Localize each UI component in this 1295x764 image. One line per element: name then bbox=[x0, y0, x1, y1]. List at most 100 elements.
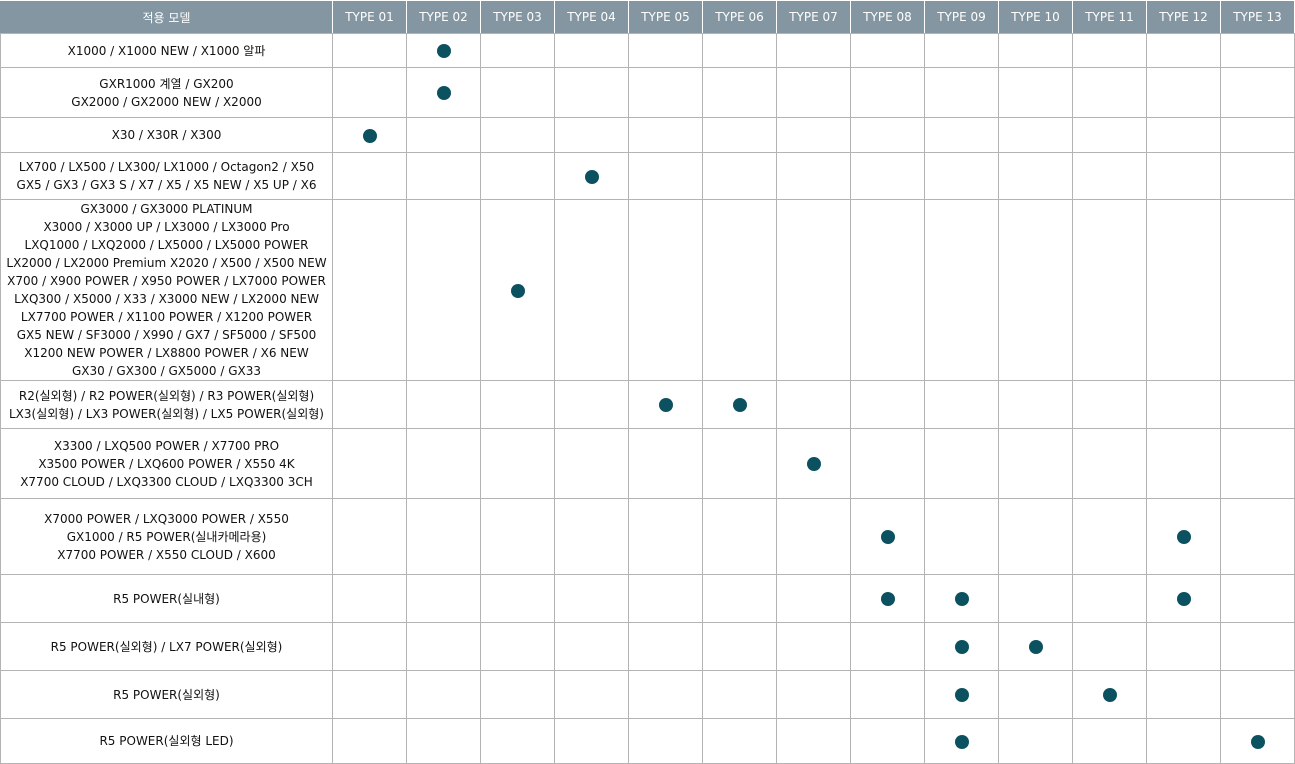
type-cell bbox=[1220, 498, 1295, 575]
type-cell bbox=[924, 622, 999, 671]
model-name-line: X30 / X30R / X300 bbox=[111, 128, 222, 142]
type-cell bbox=[480, 117, 555, 153]
compatible-dot-icon bbox=[584, 169, 599, 184]
type-cell bbox=[406, 33, 481, 68]
type-cell bbox=[628, 428, 703, 499]
type-cell bbox=[776, 67, 851, 118]
type-cell bbox=[554, 718, 629, 764]
type-cell bbox=[1146, 33, 1221, 68]
type-cell bbox=[776, 622, 851, 671]
type-cell bbox=[406, 380, 481, 429]
model-cell: R5 POWER(실외형) bbox=[0, 670, 333, 719]
type-column-header: TYPE 10 bbox=[998, 0, 1073, 34]
type-cell bbox=[554, 498, 629, 575]
type-cell bbox=[406, 574, 481, 623]
type-cell bbox=[702, 33, 777, 68]
type-cell bbox=[702, 670, 777, 719]
type-cell bbox=[998, 622, 1073, 671]
model-cell: R2(실외형) / R2 POWER(실외형) / R3 POWER(실외형) L… bbox=[0, 380, 333, 429]
type-cell bbox=[702, 574, 777, 623]
compatible-dot-icon bbox=[880, 592, 895, 606]
type-cell bbox=[924, 33, 999, 68]
type-cell bbox=[1072, 428, 1147, 499]
type-cell bbox=[850, 622, 925, 671]
model-cell: GX3000 / GX3000 PLATINUM X3000 / X3000 UP… bbox=[0, 199, 333, 381]
type-cell bbox=[998, 199, 1073, 381]
type-cell bbox=[554, 380, 629, 429]
type-cell bbox=[998, 574, 1073, 623]
type-cell bbox=[628, 574, 703, 623]
type-cell bbox=[998, 33, 1073, 68]
type-cell bbox=[332, 33, 407, 68]
type-cell bbox=[998, 428, 1073, 499]
compatible-dot-icon bbox=[880, 530, 895, 544]
model-cell: X1000 / X1000 NEW / X1000 알파 bbox=[0, 33, 333, 68]
type-cell bbox=[406, 622, 481, 671]
type-cell bbox=[1220, 33, 1295, 68]
model-name-line: X7700 POWER / X550 CLOUD / X600 bbox=[57, 547, 276, 562]
compatible-dot-icon bbox=[806, 457, 821, 471]
type-cell bbox=[776, 199, 851, 381]
type-column-header: TYPE 11 bbox=[1072, 0, 1147, 34]
model-cell: LX700 / LX500 / LX300/ LX1000 / Octagon2… bbox=[0, 152, 333, 200]
model-name-line: GX30 / GX300 / GX5000 / GX33 bbox=[71, 364, 262, 378]
type-cell bbox=[1072, 33, 1147, 68]
model-name-line: X700 / X900 POWER / X950 POWER / LX7000 … bbox=[7, 274, 326, 288]
type-cell bbox=[850, 428, 925, 499]
type-cell bbox=[1072, 574, 1147, 623]
type-cell bbox=[1146, 428, 1221, 499]
type-cell bbox=[850, 117, 925, 153]
type-cell bbox=[628, 152, 703, 200]
model-name-line: LXQ300 / X5000 / X33 / X3000 NEW / LX200… bbox=[14, 292, 319, 306]
compatible-dot-icon bbox=[954, 688, 969, 702]
model-name-line: LX7700 POWER / X1100 POWER / X1200 POWER bbox=[20, 310, 313, 324]
type-cell bbox=[628, 670, 703, 719]
table-row: LX700 / LX500 / LX300/ LX1000 / Octagon2… bbox=[0, 152, 1295, 200]
type-cell bbox=[332, 670, 407, 719]
type-cell bbox=[1146, 498, 1221, 575]
model-cell: X30 / X30R / X300 bbox=[0, 117, 333, 153]
type-cell bbox=[776, 152, 851, 200]
type-cell bbox=[554, 622, 629, 671]
type-cell bbox=[480, 199, 555, 381]
model-name-line: LX2000 / LX2000 Premium X2020 / X500 / X… bbox=[6, 256, 327, 270]
model-name-line: R5 POWER(실외형) / LX7 POWER(실외형) bbox=[50, 639, 283, 654]
type-cell bbox=[480, 380, 555, 429]
table-row: X30 / X30R / X300 bbox=[0, 117, 1295, 153]
type-cell bbox=[702, 428, 777, 499]
type-cell bbox=[1146, 199, 1221, 381]
type-cell bbox=[776, 498, 851, 575]
type-cell bbox=[628, 33, 703, 68]
type-cell bbox=[1220, 428, 1295, 499]
model-name-line: GX1000 / R5 POWER(실내카메라용) bbox=[66, 529, 267, 544]
type-cell bbox=[406, 428, 481, 499]
type-cell bbox=[332, 199, 407, 381]
type-cell bbox=[480, 718, 555, 764]
type-cell bbox=[628, 380, 703, 429]
type-cell bbox=[1220, 117, 1295, 153]
compatible-dot-icon bbox=[362, 128, 377, 143]
type-cell bbox=[998, 380, 1073, 429]
compatible-dot-icon bbox=[510, 283, 525, 298]
type-cell bbox=[332, 152, 407, 200]
type-cell bbox=[480, 33, 555, 68]
type-cell bbox=[1220, 670, 1295, 719]
type-cell bbox=[332, 498, 407, 575]
type-cell bbox=[1072, 380, 1147, 429]
type-cell bbox=[850, 718, 925, 764]
table-row: GX3000 / GX3000 PLATINUM X3000 / X3000 UP… bbox=[0, 199, 1295, 381]
type-cell bbox=[1072, 117, 1147, 153]
type-cell bbox=[1072, 670, 1147, 719]
type-cell bbox=[850, 33, 925, 68]
type-column-header: TYPE 07 bbox=[776, 0, 851, 34]
type-cell bbox=[554, 574, 629, 623]
type-cell bbox=[850, 380, 925, 429]
type-cell bbox=[332, 117, 407, 153]
type-cell bbox=[702, 380, 777, 429]
type-cell bbox=[1146, 622, 1221, 671]
type-cell bbox=[332, 67, 407, 118]
type-cell bbox=[1220, 199, 1295, 381]
compatible-dot-icon bbox=[1176, 530, 1191, 544]
type-cell bbox=[332, 428, 407, 499]
